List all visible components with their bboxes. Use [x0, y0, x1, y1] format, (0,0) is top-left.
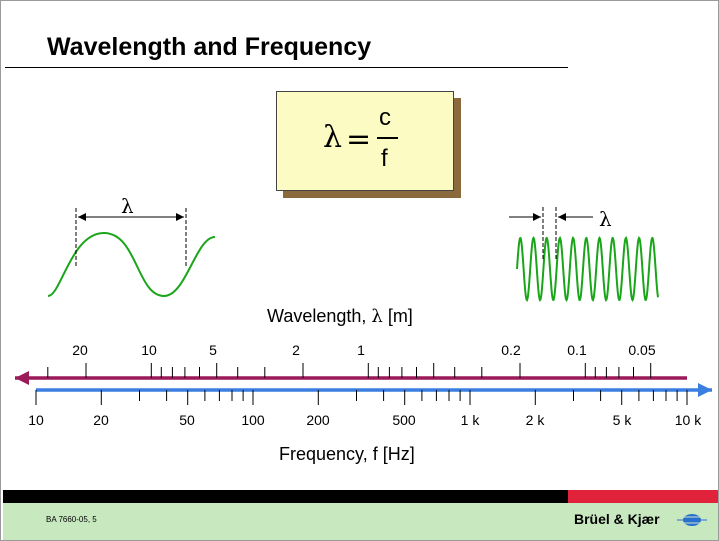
title-underline: [5, 67, 568, 68]
short-wave: [516, 235, 659, 303]
slide-title: Wavelength and Frequency: [47, 33, 372, 61]
frequency-tick-label: 5 k: [613, 412, 633, 428]
frequency-tick-label: 500: [392, 412, 416, 428]
frequency-tick-label: 10: [28, 412, 44, 428]
long-wave-lambda-label: λ: [121, 194, 134, 218]
frequency-tick-label: 50: [179, 412, 195, 428]
formula-box: [276, 91, 454, 191]
wavelength-tick-label: 10: [141, 342, 157, 358]
wavelength-tick-label: 20: [72, 342, 88, 358]
brand-name: Brüel & Kjær: [574, 511, 660, 527]
short-wave-lambda-label: λ: [599, 207, 612, 231]
long-wave: [47, 231, 216, 298]
footer-black-band: [3, 490, 568, 503]
frequency-axis-label: Frequency, f [Hz]: [279, 444, 415, 464]
formula-lambda: λ: [323, 120, 343, 155]
formula-equals: =: [346, 122, 372, 157]
wavelength-tick-label: 0.2: [501, 342, 521, 358]
document-id: BA 7660-05, 5: [46, 515, 97, 524]
frequency-tick-label: 20: [93, 412, 109, 428]
wavelength-tick-label: 2: [292, 342, 300, 358]
wavelength-tick-label: 0.05: [628, 342, 655, 358]
wavelength-axis-label-unit: [m]: [382, 306, 413, 326]
formula-denominator: f: [381, 145, 388, 172]
wavelength-axis-label-symbol: λ: [371, 306, 383, 327]
wavelength-ticks: [47, 363, 652, 378]
frequency-ticks: [35, 390, 688, 405]
frequency-tick-label: 2 k: [526, 412, 546, 428]
wavelength-tick-label: 0.1: [567, 342, 587, 358]
wavelength-axis-label-text: Wavelength,: [267, 306, 372, 326]
formula-numerator: c: [379, 104, 391, 131]
frequency-tick-label: 10 k: [675, 412, 702, 428]
wavelength-axis-label: Wavelength, λ [m]: [267, 306, 413, 327]
frequency-tick-label: 100: [241, 412, 265, 428]
wavelength-tick-label: 1: [357, 342, 365, 358]
wave-and-scale-diagram: 20 10 5 2 1 0.2 0.1 0.05 10 20 50 100 20…: [14, 207, 712, 428]
frequency-tick-label: 1 k: [461, 412, 481, 428]
footer-green-band: [3, 503, 718, 540]
footer-red-band: [568, 490, 718, 503]
wavelength-tick-label: 5: [209, 342, 217, 358]
brand-logo-icon: [677, 514, 707, 526]
frequency-tick-label: 200: [306, 412, 330, 428]
formula-fraction-bar: [377, 137, 398, 139]
